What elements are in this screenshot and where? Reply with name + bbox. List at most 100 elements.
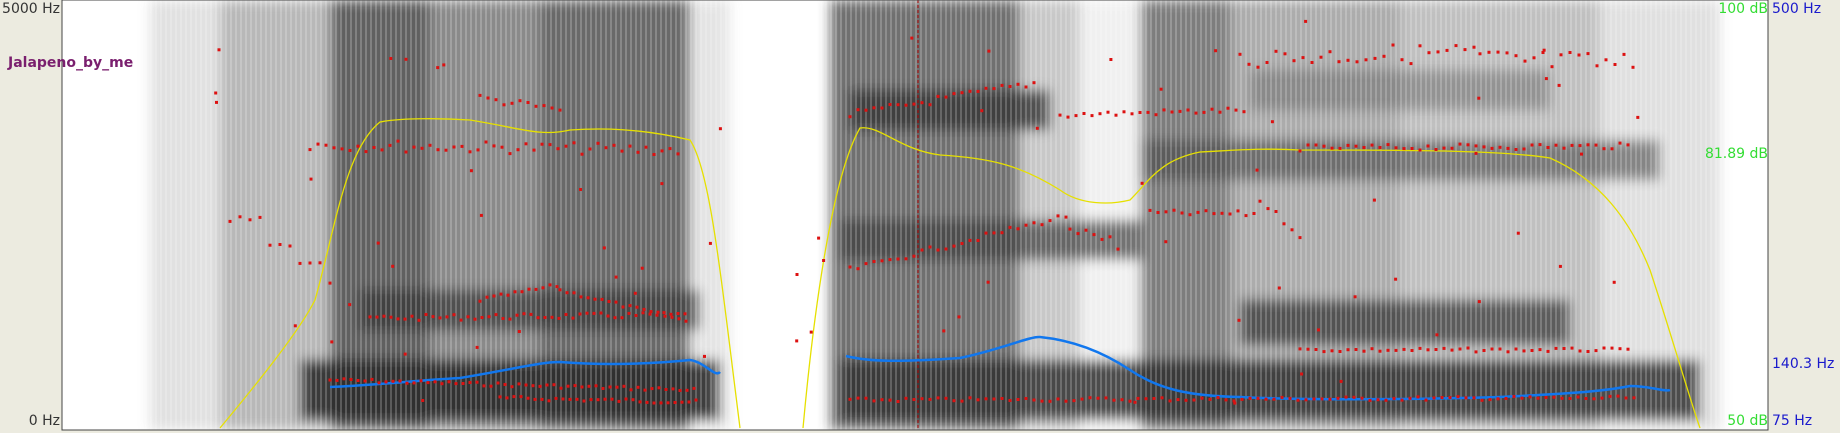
formant-point [668,147,672,151]
formant-point [880,398,884,402]
formant-point [614,300,618,304]
formant-point [1586,52,1590,56]
formant-point [1577,53,1581,57]
formant-point [817,236,821,240]
formant-point [529,312,533,316]
formant-point [502,103,506,107]
formant-point [1370,347,1374,351]
formant-point [1160,396,1164,400]
formant-point [968,396,972,400]
formant-point [479,213,483,217]
formant-point [516,148,520,152]
formant-point [461,382,465,385]
formant-point [976,398,980,402]
formant-point [1068,227,1072,231]
formant-point [452,145,456,149]
formant-point [548,143,552,147]
formant-point [398,379,402,383]
formant-point [1108,235,1112,239]
formant-point [888,103,892,106]
formant-point [1604,58,1608,62]
formant-point [505,396,509,400]
formant-point [1076,232,1080,236]
formant-point [375,315,379,319]
formant-point [1008,225,1012,229]
formant-point [642,307,646,311]
formant-point [1454,44,1458,48]
formant-point [936,248,940,252]
formant-point [500,145,504,149]
formant-point [478,93,482,97]
formant-point [1409,62,1413,66]
formant-point [1636,115,1640,119]
formant-point [1338,146,1342,150]
formant-point [888,398,892,402]
formant-point [384,380,388,384]
formant-point [368,315,372,319]
formant-point [848,115,852,119]
formant-point [298,261,302,265]
formant-point [644,145,648,149]
formant-point [324,143,328,147]
formant-point [1328,50,1332,54]
formant-point [550,106,554,110]
formant-point [487,315,491,319]
formant-point [503,383,507,386]
pitch-top-label: 500 Hz [1772,1,1821,17]
formant-point [628,304,632,308]
formant-point [1346,143,1350,147]
formant-point [795,273,799,276]
formant-point [1376,398,1380,402]
formant-point [1602,147,1606,151]
formant-point [1528,395,1532,399]
formant-point [1164,240,1168,244]
formant-point [1394,277,1398,281]
formant-point [633,291,637,295]
formant-point [1080,397,1084,401]
formant-point [596,141,600,145]
formant-point [936,396,940,400]
formant-point [328,281,332,285]
formant-point [1088,396,1092,400]
formant-point [328,378,332,382]
formant-point [992,231,996,235]
formant-point [928,397,932,401]
formant-point [412,145,416,149]
formant-point [1391,43,1395,47]
formant-point [496,381,500,385]
spectrogram-panel[interactable] [62,0,1768,430]
formant-point [1552,395,1556,399]
formant-point [436,148,440,152]
formant-point [1498,145,1502,149]
formant-point [594,384,598,388]
formant-point [1432,396,1436,400]
formant-point [512,395,516,399]
formant-point [1554,143,1558,147]
formant-point [657,386,661,390]
formant-point [580,152,584,156]
intensity-bottom-label: 50 dB [1727,413,1768,429]
formant-point [421,399,425,402]
formant-point [1416,395,1420,399]
formant-point [872,106,876,110]
formant-point [459,318,463,322]
formant-point [631,398,635,402]
formant-point [1506,146,1510,150]
formant-point [308,148,312,152]
formant-point [1016,398,1020,401]
formant-point [1538,348,1542,352]
formant-point [342,377,346,381]
formant-point [1056,397,1060,401]
formant-point [1290,228,1294,232]
intensity-mid-label: 81.89 dB [1705,146,1768,162]
formant-point [475,345,479,349]
formant-point [543,316,547,319]
formant-point [1210,107,1214,111]
formant-point [1270,120,1274,124]
formant-point [648,312,652,316]
formant-point [588,147,592,151]
formant-point [524,383,528,387]
formant-point [621,305,625,309]
formant-point [652,153,656,156]
formant-point [1523,59,1527,63]
